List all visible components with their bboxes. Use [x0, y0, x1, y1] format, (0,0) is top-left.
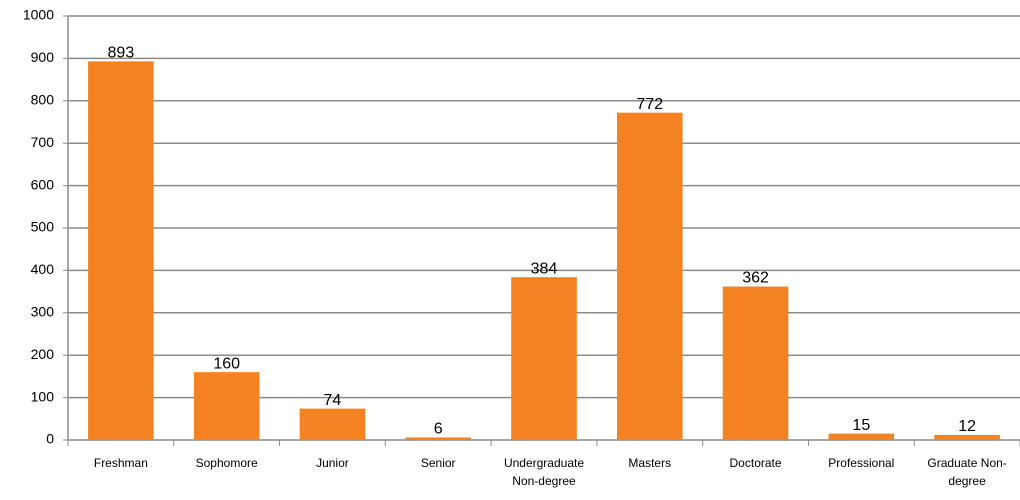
y-tick-label: 200 — [31, 346, 55, 362]
y-tick-label: 900 — [31, 49, 55, 65]
bar — [193, 372, 260, 440]
data-label: 384 — [531, 260, 558, 277]
data-label: 772 — [636, 96, 663, 113]
x-tick-label: Professional — [828, 456, 895, 470]
y-tick-label: 100 — [31, 388, 55, 404]
bar — [405, 437, 472, 440]
y-tick-label: 300 — [31, 304, 55, 320]
bar — [88, 61, 154, 440]
y-tick-label: 0 — [46, 431, 54, 447]
data-label: 893 — [108, 45, 135, 62]
data-label: 6 — [434, 421, 443, 438]
bar — [511, 277, 577, 440]
data-label: 15 — [852, 417, 870, 434]
y-tick-label: 1000 — [23, 7, 54, 23]
bar — [722, 286, 789, 440]
data-label: 12 — [958, 418, 976, 435]
y-tick-label: 500 — [31, 219, 55, 235]
y-tick-label: 400 — [31, 261, 55, 277]
x-tick-label: Masters — [628, 456, 672, 470]
y-tick-label: 800 — [31, 92, 55, 108]
data-label: 74 — [324, 392, 342, 409]
y-tick-label: 700 — [31, 134, 55, 150]
y-tick-label: 600 — [31, 176, 55, 192]
x-tick-label: Graduate Non-degree — [927, 456, 1007, 488]
bar — [828, 433, 895, 440]
x-tick-label: Freshman — [93, 456, 148, 470]
bar — [934, 434, 1000, 440]
data-label: 160 — [213, 355, 240, 372]
x-tick-label: Undergraduate Non-degree — [503, 456, 585, 488]
bar — [616, 112, 683, 440]
x-tick-label: Sophomore — [195, 456, 258, 470]
bar — [299, 408, 366, 440]
x-tick-label: Junior — [316, 456, 349, 470]
x-tick-label: Senior — [420, 456, 456, 470]
data-label: 362 — [742, 270, 769, 287]
x-tick-label: Doctorate — [729, 456, 782, 470]
